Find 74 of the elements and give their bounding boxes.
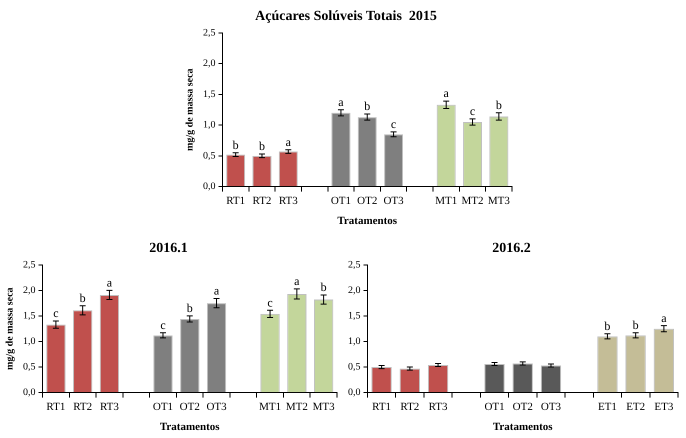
x-tick-label: RT1 xyxy=(46,401,66,414)
annotation: a xyxy=(338,94,344,109)
annotation: b xyxy=(320,280,327,294)
annotation: b xyxy=(604,318,610,333)
y-axis-title: mg/g de massa seca xyxy=(4,287,16,370)
annotation: c xyxy=(267,295,273,310)
annotation: c xyxy=(390,117,396,132)
annotation: a xyxy=(286,134,292,149)
x-tick-label: RT1 xyxy=(226,195,246,208)
annotation: a xyxy=(214,284,220,298)
x-tick-label: OT2 xyxy=(512,401,533,414)
x-tick-label: MT1 xyxy=(435,195,458,208)
x-tick-label: OT2 xyxy=(357,195,378,208)
x-tick-label: MT3 xyxy=(312,401,336,414)
x-tick-label: OT3 xyxy=(383,195,404,208)
chart-title: 2016.2 xyxy=(492,241,531,256)
y-tick-label: 2,0 xyxy=(348,284,360,296)
x-tick-label: OT2 xyxy=(180,401,200,414)
x-tick-label: RT3 xyxy=(428,401,448,414)
annotation: b xyxy=(364,99,370,114)
y-tick-label: 0,5 xyxy=(23,362,36,373)
x-tick-label: RT2 xyxy=(252,195,272,208)
annotation: b xyxy=(232,138,239,152)
y-tick-label: 2,0 xyxy=(203,58,216,70)
x-tick-label: MT2 xyxy=(286,401,308,414)
y-tick-label: 2,5 xyxy=(23,259,36,270)
x-tick-label: RT2 xyxy=(73,401,92,414)
x-tick-label: ET2 xyxy=(626,401,646,414)
annotation: c xyxy=(53,306,59,320)
y-tick-label: 2,0 xyxy=(23,284,36,296)
annotation: b xyxy=(186,301,193,316)
y-tick-label: 1,5 xyxy=(203,88,216,100)
y-tick-label: 1,5 xyxy=(23,310,36,322)
y-tick-label: 2,5 xyxy=(203,27,216,38)
x-tick-label: RT2 xyxy=(400,401,420,414)
y-tick-label: 1,0 xyxy=(203,120,216,131)
x-axis-title: Tratamentos xyxy=(160,421,220,434)
x-tick-label: ET1 xyxy=(598,401,617,414)
x-tick-label: RT3 xyxy=(278,195,298,208)
x-tick-label: OT3 xyxy=(540,401,562,414)
x-tick-label: ET3 xyxy=(654,401,674,414)
chart-title: Açúcares Solúveis Totais 2015 xyxy=(255,9,437,24)
annotation: b xyxy=(80,290,86,305)
y-tick-label: 0,0 xyxy=(203,181,216,192)
annotation: b xyxy=(496,98,502,112)
x-tick-label: OT1 xyxy=(330,195,352,208)
annotation: b xyxy=(258,139,265,154)
y-tick-label: 1,5 xyxy=(348,310,360,322)
x-axis-title: Tratamentos xyxy=(492,421,554,434)
y-tick-label: 0,5 xyxy=(348,362,360,373)
y-tick-label: 1,0 xyxy=(23,336,36,348)
x-tick-label: MT3 xyxy=(488,195,510,208)
chart-title: 2016.1 xyxy=(149,241,188,256)
y-tick-label: 0,5 xyxy=(203,150,216,162)
annotation: a xyxy=(106,276,113,290)
annotation: b xyxy=(632,318,639,332)
x-tick-label: OT1 xyxy=(484,401,505,414)
x-tick-label: MT1 xyxy=(259,401,282,414)
x-tick-label: MT2 xyxy=(462,195,484,208)
x-tick-label: RT3 xyxy=(100,401,120,414)
x-tick-label: RT1 xyxy=(372,401,392,414)
annotation: c xyxy=(160,318,166,332)
y-axis-title: mg/g de massa seca xyxy=(184,68,196,151)
y-tick-label: 1,0 xyxy=(348,336,360,348)
y-tick-label: 2,5 xyxy=(348,259,360,270)
x-axis-title: Tratamentos xyxy=(337,215,398,228)
annotation: a xyxy=(294,274,300,288)
y-tick-label: 0,0 xyxy=(348,387,360,398)
annotation: a xyxy=(661,310,668,325)
y-tick-label: 0,0 xyxy=(23,387,36,398)
annotation: a xyxy=(444,86,450,100)
x-tick-label: OT1 xyxy=(152,401,174,414)
annotation: c xyxy=(470,104,476,118)
x-tick-label: OT3 xyxy=(206,401,228,414)
